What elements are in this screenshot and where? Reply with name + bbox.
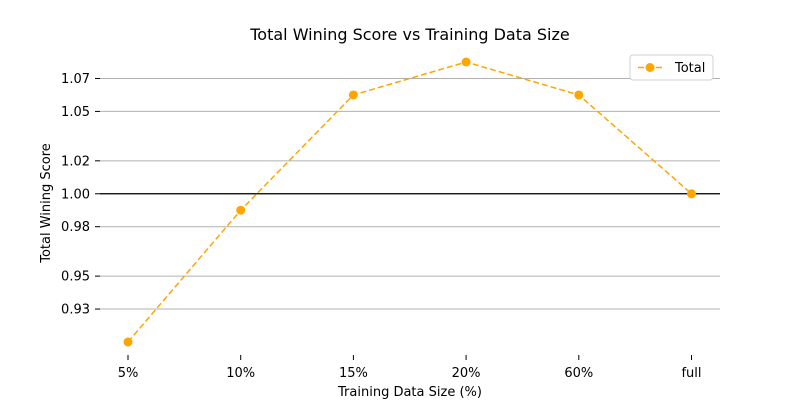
y-axis-ticks: 0.93 0.95 0.98 1.00 1.02 1.05 1.07 (61, 72, 100, 318)
y-tick-label: 0.93 (61, 303, 90, 318)
grid-lines (100, 77, 720, 310)
x-tick-label: full (681, 366, 701, 381)
data-point-marker (348, 90, 358, 100)
legend: Total (629, 54, 714, 81)
legend-label-total: Total (674, 61, 705, 76)
y-tick-label: 1.02 (61, 154, 90, 169)
y-tick-label: 1.00 (61, 187, 90, 202)
data-point-marker (236, 205, 246, 215)
x-tick-label: 10% (226, 366, 255, 381)
y-tick-label: 0.98 (61, 220, 90, 235)
series-layer (123, 57, 696, 347)
chart-title: Total Wining Score vs Training Data Size (249, 25, 569, 44)
y-tick-label: 1.07 (61, 72, 90, 87)
x-tick-label: 20% (452, 366, 481, 381)
data-point-marker (123, 337, 133, 347)
x-axis-title: Training Data Size (%) (337, 385, 482, 400)
x-tick-label: 5% (118, 366, 139, 381)
y-axis-title: Total Wining Score (39, 143, 54, 264)
data-point-marker (461, 57, 471, 67)
series-line-total (127, 61, 692, 343)
x-tick-label: 60% (564, 366, 593, 381)
data-point-marker (574, 90, 584, 100)
y-tick-label: 0.95 (61, 270, 90, 285)
x-axis-ticks: 5% 10% 15% 20% 60% full (118, 355, 702, 381)
data-point-marker (687, 189, 696, 199)
legend-marker-swatch (645, 63, 655, 72)
legend-box (629, 54, 714, 81)
y-tick-label: 1.05 (61, 105, 90, 120)
x-tick-label: 15% (339, 366, 368, 381)
